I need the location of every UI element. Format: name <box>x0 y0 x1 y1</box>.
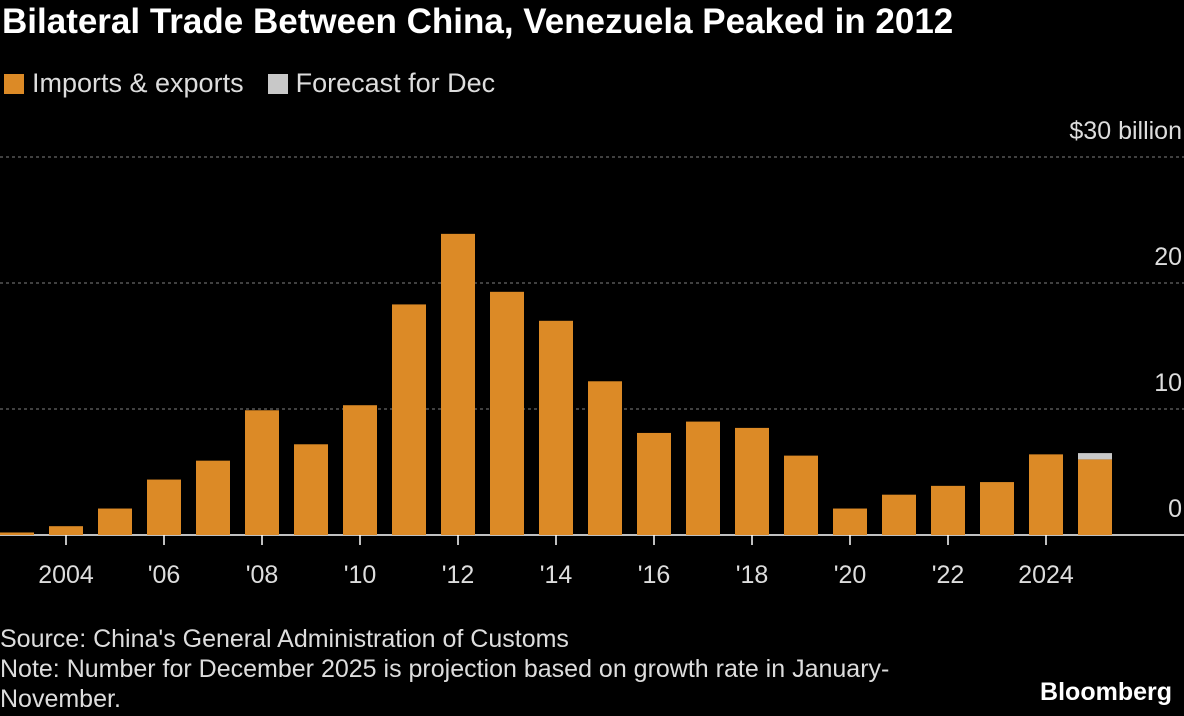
bar <box>98 508 132 535</box>
x-tick-label: 2024 <box>1018 561 1074 589</box>
bar <box>882 494 916 535</box>
x-tick-label: '06 <box>148 561 181 589</box>
bar <box>441 233 475 536</box>
bar <box>392 304 426 535</box>
note: Note: Number for December 2025 is projec… <box>0 655 890 713</box>
legend-item: Forecast for Dec <box>267 68 496 99</box>
brand: Bloomberg <box>1040 678 1172 706</box>
chart-title: Bilateral Trade Between China, Venezuela… <box>2 2 954 41</box>
bar <box>980 482 1014 535</box>
x-tick-label: 2004 <box>38 561 94 589</box>
legend-swatch <box>4 73 24 94</box>
legend-swatch <box>267 73 288 94</box>
y-tick-label: 20 <box>1154 243 1182 271</box>
bar <box>1078 453 1112 460</box>
x-tick-label: '22 <box>932 561 965 589</box>
y-tick-label: 10 <box>1154 369 1182 397</box>
bar <box>686 421 720 535</box>
legend: Imports & exports Forecast for Dec <box>4 68 495 99</box>
bar <box>294 444 328 535</box>
bar <box>735 427 769 535</box>
bar <box>490 291 524 535</box>
x-tick-label: '20 <box>834 561 867 589</box>
y-tick-label: $30 billion <box>1069 117 1182 145</box>
bar <box>539 320 573 535</box>
x-tick-label: '10 <box>344 561 377 589</box>
x-tick-label: '12 <box>442 561 475 589</box>
bar <box>637 432 671 535</box>
source: Source: China's General Administration o… <box>0 625 569 653</box>
x-tick-label: '16 <box>638 561 671 589</box>
x-tick-label: '14 <box>540 561 573 589</box>
bar <box>245 410 279 535</box>
bar <box>196 460 230 535</box>
bar <box>784 455 818 535</box>
bar <box>1029 454 1063 535</box>
legend-label: Imports & exports <box>32 68 244 98</box>
x-tick-label: '08 <box>246 561 279 589</box>
bar <box>833 508 867 535</box>
bar <box>1078 459 1112 535</box>
footer: Source: China's General Administration o… <box>0 624 900 714</box>
bar <box>588 381 622 535</box>
bar <box>147 479 181 535</box>
bar <box>0 532 34 535</box>
legend-item: Imports & exports <box>4 68 244 99</box>
bar <box>343 405 377 535</box>
bar <box>49 526 83 535</box>
bar <box>931 485 965 535</box>
legend-label: Forecast for Dec <box>295 68 496 98</box>
y-tick-label: 0 <box>1168 495 1182 523</box>
x-tick-label: '18 <box>736 561 769 589</box>
